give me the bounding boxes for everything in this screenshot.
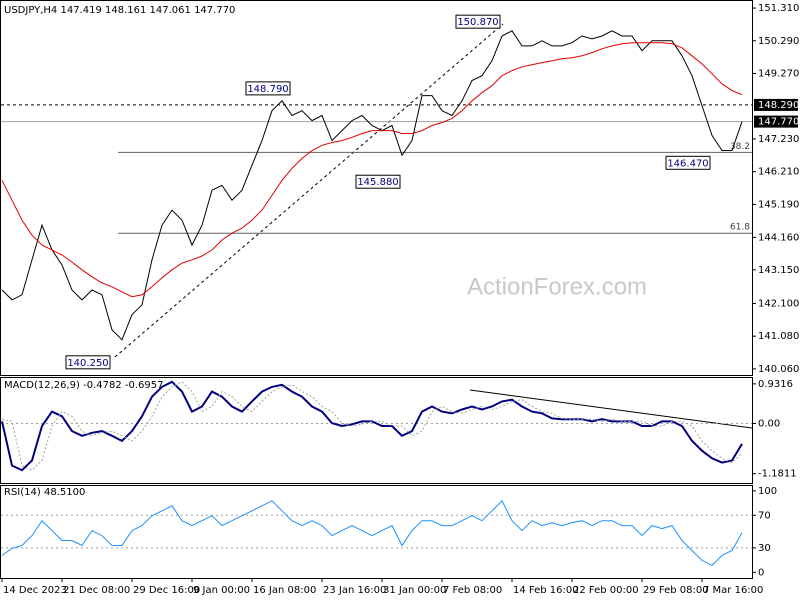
y-tick-label: 145.190 [758,199,799,210]
series-line [1,30,743,341]
x-tick-label: 7 Mar 16:00 [703,585,763,596]
annotation-label: 146.470 [667,158,708,169]
annotation-box [665,155,711,170]
price-label: 148.290 [758,100,799,111]
x-tick-label: 16 Jan 08:00 [253,585,316,596]
y-tick-label: 30 [758,543,771,554]
macd-title: MACD(12,26,9) -0.4782 -0.6957 [4,380,164,391]
x-tick-label: 22 Feb 00:00 [573,585,639,596]
x-tick-label: 9 Jan 00:00 [193,585,250,596]
x-tick-label: 29 Dec 16:00 [133,585,200,596]
y-tick-label: 151.310 [758,3,799,14]
series-line [1,381,743,471]
macd-trend-line [469,389,753,429]
y-tick-label: -1.1811 [758,469,797,480]
y-tick-label: 0.00 [758,418,780,429]
y-tick-label: 147.230 [758,134,799,145]
annotation-box [65,355,111,370]
fib-label: 61.8 [730,223,750,233]
annotation-box [455,14,501,29]
y-tick-label: 143.150 [758,265,799,276]
y-tick-label: 140.060 [758,364,799,375]
annotation-box [245,81,291,96]
x-tick-label: 31 Jan 00:00 [383,585,446,596]
price-label: 147.770 [758,117,799,128]
y-tick-label: 100 [758,486,777,497]
y-tick-label: 142.100 [758,298,799,309]
rsi-panel [0,485,753,579]
chart-title: USDJPY,H4 147.419 148.161 147.061 147.77… [4,5,235,16]
y-tick-label: 0 [758,567,764,578]
y-tick-label: 149.270 [758,68,799,79]
annotation-label: 150.870 [457,17,498,28]
x-tick-label: 14 Feb 16:00 [513,585,579,596]
x-tick-label: 21 Dec 08:00 [63,585,130,596]
series-line [1,42,743,298]
trend-line [114,23,504,358]
fib-label: 38.2 [730,142,750,152]
annotation-box [355,174,401,189]
watermark: ActionForex.com [467,273,647,300]
x-tick-label: 14 Dec 2023 [3,585,67,596]
x-tick-label: 7 Feb 08:00 [443,585,502,596]
annotation-label: 148.790 [247,84,288,95]
y-tick-label: 70 [758,510,771,521]
price-label-box [754,115,798,128]
price-label-box [754,98,798,111]
y-tick-label: 144.160 [758,232,799,243]
y-tick-label: 146.210 [758,167,799,178]
y-tick-label: 141.080 [758,331,799,342]
macd-panel [0,377,753,484]
x-tick-label: 29 Feb 08:00 [643,585,709,596]
rsi-title: RSI(14) 48.5100 [4,487,85,498]
series-line [1,499,743,567]
y-tick-label: 150.290 [758,36,799,47]
x-tick-label: 23 Jan 16:00 [323,585,386,596]
annotation-label: 140.250 [67,358,108,369]
y-tick-label: 0.9316 [758,379,793,390]
annotation-label: 145.880 [357,177,398,188]
